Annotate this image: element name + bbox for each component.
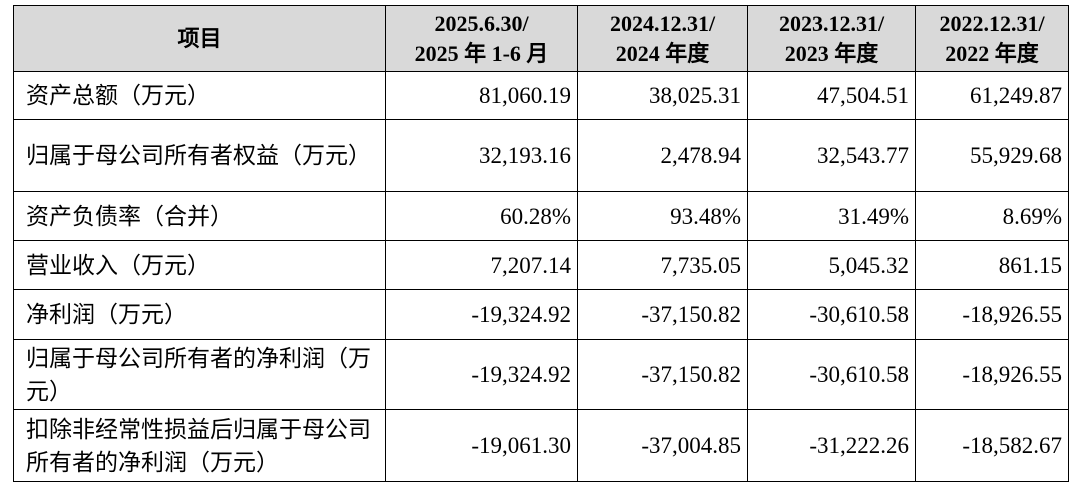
value-cell: 32,193.16 [385,119,578,192]
value-cell: 61,249.87 [915,71,1069,120]
header-text: 2023.12.31/ [778,10,885,36]
value-cell: -37,004.85 [577,409,748,482]
header-cell: 2025.6.30/2025 年 1-6 月 [385,5,578,72]
table-row: 营业收入（万元） 7,207.14 7,735.05 5,045.32 861.15 [13,240,1069,290]
value-cell: 93.48% [577,191,748,241]
table-row: 资产总额（万元） 81,060.19 38,025.31 47,504.51 61,24… [13,71,1069,120]
value-cell: -18,926.55 [915,339,1069,410]
value-cell: -37,150.82 [577,289,748,340]
header-text: 2025.6.30/ [434,10,529,36]
value-cell: -31,222.26 [747,409,916,482]
header-text: 2025 年 1-6 月 [414,40,549,66]
header-cell: 2024.12.31/2024 年度 [577,5,748,72]
financial-table: 项目 2025.6.30/2025 年 1-6 月 2024.12.31/2024 … [13,5,1069,482]
value-cell: -19,061.30 [385,409,578,482]
value-cell: 47,504.51 [747,71,916,120]
table-row: 扣除非经常性损益后归属于母公司所有者的净利润（万元） -19,061.30 -37,… [13,409,1069,482]
row-label: 扣除非经常性损益后归属于母公司所有者的净利润（万元） [13,409,386,482]
value-cell: 8.69% [915,191,1069,241]
row-label: 资产总额（万元） [13,71,386,120]
table-row: 归属于母公司所有者的净利润（万元） -19,324.92 -37,150.82 -30… [13,339,1069,410]
row-label: 归属于母公司所有者权益（万元） [13,119,386,192]
header-cell: 2023.12.31/2023 年度 [747,5,916,72]
header-row: 项目 2025.6.30/2025 年 1-6 月 2024.12.31/2024 … [13,5,1069,72]
value-cell: 7,207.14 [385,240,578,290]
value-cell: 861.15 [915,240,1069,290]
header-cell: 2022.12.31/2022 年度 [915,5,1069,72]
value-cell: 31.49% [747,191,916,241]
value-cell: -37,150.82 [577,339,748,410]
value-cell: 60.28% [385,191,578,241]
row-label: 归属于母公司所有者的净利润（万元） [13,339,386,410]
value-cell: -19,324.92 [385,339,578,410]
row-label: 营业收入（万元） [13,240,386,290]
value-cell: 32,543.77 [747,119,916,192]
table-row: 净利润（万元） -19,324.92 -37,150.82 -30,610.58 -18… [13,289,1069,340]
value-cell: 55,929.68 [915,119,1069,192]
header-text: 2024.12.31/ [609,10,716,36]
table-row: 归属于母公司所有者权益（万元） 32,193.16 2,478.94 32,543.7… [13,119,1069,192]
table-row: 资产负债率（合并） 60.28% 93.48% 31.49% 8.69% [13,191,1069,241]
value-cell: 5,045.32 [747,240,916,290]
header-text: 2023 年度 [784,40,879,66]
value-cell: 2,478.94 [577,119,748,192]
header-cell: 项目 [13,5,386,72]
value-cell: 38,025.31 [577,71,748,120]
header-text: 2022 年度 [945,40,1039,66]
header-text: 2024 年度 [615,40,710,66]
value-cell: 81,060.19 [385,71,578,120]
value-cell: 7,735.05 [577,240,748,290]
value-cell: -30,610.58 [747,339,916,410]
header-text: 项目 [177,25,222,51]
value-cell: -18,582.67 [915,409,1069,482]
value-cell: -30,610.58 [747,289,916,340]
table-body: 资产总额（万元） 81,060.19 38,025.31 47,504.51 61,24… [13,71,1069,482]
header-text: 2022.12.31/ [939,10,1045,36]
row-label: 资产负债率（合并） [13,191,386,241]
row-label: 净利润（万元） [13,289,386,340]
value-cell: -18,926.55 [915,289,1069,340]
value-cell: -19,324.92 [385,289,578,340]
